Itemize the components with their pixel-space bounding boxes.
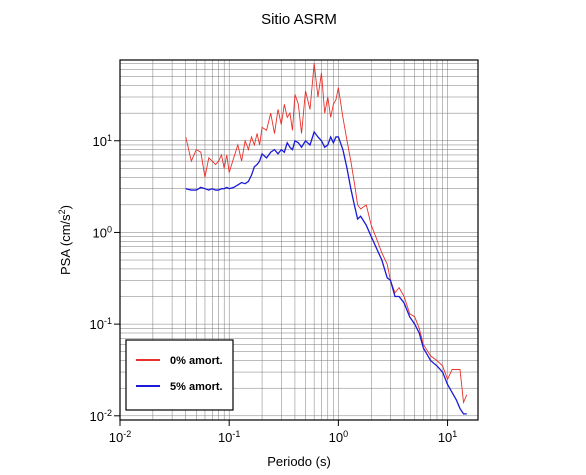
legend-label: 0% amort. [170, 355, 223, 367]
series-line [185, 63, 468, 405]
series-line [185, 130, 467, 415]
y-label-tail: ) [58, 205, 73, 209]
tick-base: 10 [93, 225, 107, 240]
x-tick-label: 100 [329, 429, 348, 445]
tick-exp: -2 [104, 408, 112, 418]
tick-exp: 1 [107, 133, 112, 143]
plot-frame [119, 59, 479, 421]
tick-exp: -1 [104, 316, 112, 326]
x-tick-label: 10-2 [109, 429, 131, 445]
x-tick-label: 10-1 [218, 429, 240, 445]
tick-exp: 0 [107, 224, 112, 234]
tick-base: 10 [93, 134, 107, 149]
tick-base: 10 [109, 430, 123, 445]
tick-exp: 0 [343, 429, 348, 439]
y-axis-label: PSA (cm/s2) [57, 205, 73, 275]
legend-label: 5% amort. [170, 381, 223, 393]
chart-title: Sitio ASRM [261, 11, 337, 28]
tick-base: 10 [438, 430, 452, 445]
x-axis-label: Periodo (s) [267, 454, 331, 469]
y-label-sup: 2 [57, 209, 67, 214]
y-tick-label: 101 [93, 133, 112, 149]
tick-exp: -1 [232, 429, 240, 439]
x-tick-label: 101 [438, 429, 457, 445]
y-label-text: PSA (cm/s [58, 214, 73, 275]
legend-box [125, 339, 234, 411]
y-tick-label: 10-2 [90, 408, 112, 424]
y-tick-label: 10-1 [90, 316, 112, 332]
tick-base: 10 [90, 317, 104, 332]
tick-base: 10 [90, 409, 104, 424]
tick-base: 10 [218, 430, 232, 445]
tick-exp: 1 [452, 429, 457, 439]
tick-base: 10 [329, 430, 343, 445]
tick-exp: -2 [123, 429, 131, 439]
y-tick-label: 100 [93, 224, 112, 240]
